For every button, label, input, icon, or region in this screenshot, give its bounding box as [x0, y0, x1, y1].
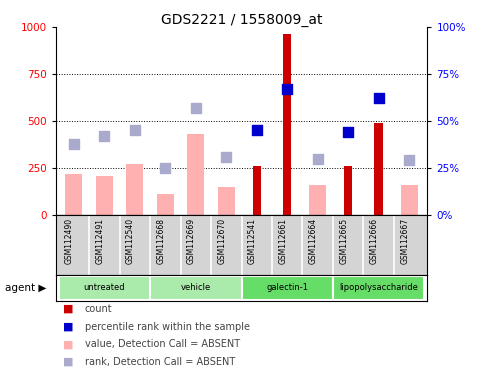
Text: GSM112661: GSM112661 — [278, 218, 287, 264]
Text: galectin-1: galectin-1 — [266, 283, 308, 293]
Bar — [58, 276, 150, 300]
Text: untreated: untreated — [84, 283, 125, 293]
Text: GSM112666: GSM112666 — [369, 218, 379, 264]
Text: GSM112667: GSM112667 — [400, 218, 409, 264]
Bar — [218, 187, 235, 215]
Bar — [66, 174, 82, 215]
Text: GSM112669: GSM112669 — [187, 218, 196, 264]
Bar — [253, 166, 261, 215]
Text: lipopolysaccharide: lipopolysaccharide — [339, 283, 418, 293]
Text: ■: ■ — [63, 322, 73, 332]
Bar — [127, 164, 143, 215]
Point — [253, 127, 261, 134]
Text: GSM112665: GSM112665 — [339, 218, 348, 264]
Point — [70, 141, 78, 147]
Point — [314, 156, 322, 162]
Point — [284, 86, 291, 92]
Text: GSM112668: GSM112668 — [156, 218, 165, 264]
Bar — [333, 276, 425, 300]
Bar — [401, 185, 417, 215]
Point — [131, 127, 139, 134]
Point — [344, 129, 352, 135]
Bar — [150, 276, 242, 300]
Text: agent ▶: agent ▶ — [5, 283, 46, 293]
Text: GSM112540: GSM112540 — [126, 218, 135, 264]
Point — [100, 133, 108, 139]
Text: value, Detection Call = ABSENT: value, Detection Call = ABSENT — [85, 339, 240, 349]
Text: GDS2221 / 1558009_at: GDS2221 / 1558009_at — [161, 13, 322, 27]
Text: ■: ■ — [63, 357, 73, 367]
Text: ■: ■ — [63, 339, 73, 349]
Point — [161, 165, 169, 171]
Point — [192, 105, 199, 111]
Bar — [157, 194, 174, 215]
Text: percentile rank within the sample: percentile rank within the sample — [85, 322, 250, 332]
Text: GSM112664: GSM112664 — [309, 218, 318, 264]
Point — [222, 154, 230, 160]
Text: count: count — [85, 304, 112, 314]
Bar — [374, 123, 383, 215]
Text: GSM112490: GSM112490 — [65, 218, 74, 264]
Bar — [242, 276, 333, 300]
Text: GSM112491: GSM112491 — [95, 218, 104, 264]
Text: rank, Detection Call = ABSENT: rank, Detection Call = ABSENT — [85, 357, 235, 367]
Point — [375, 95, 383, 101]
Bar — [344, 166, 353, 215]
Text: vehicle: vehicle — [181, 283, 211, 293]
Bar — [309, 185, 326, 215]
Text: GSM112541: GSM112541 — [248, 218, 257, 264]
Point — [405, 157, 413, 164]
Bar — [283, 35, 291, 215]
Bar — [96, 175, 113, 215]
Text: ■: ■ — [63, 304, 73, 314]
Text: GSM112670: GSM112670 — [217, 218, 226, 264]
Bar — [187, 134, 204, 215]
